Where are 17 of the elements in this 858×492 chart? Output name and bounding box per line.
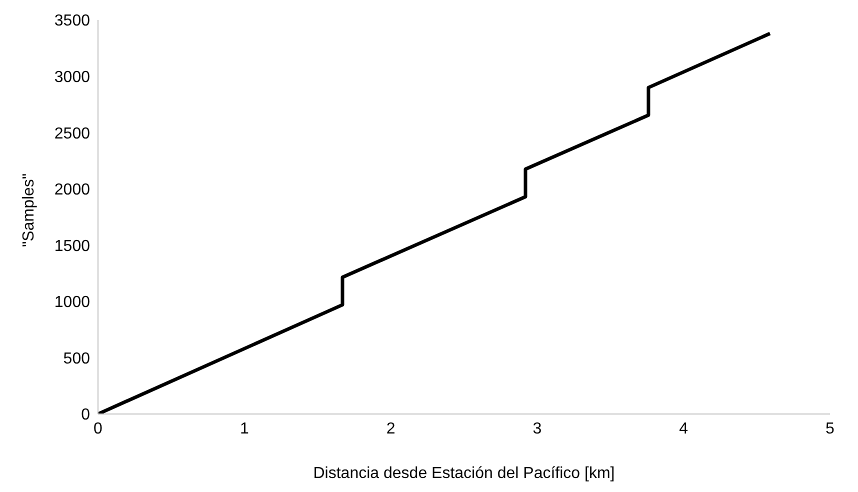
y-tick-label: 3000 (54, 68, 90, 86)
x-tick-label: 1 (240, 420, 249, 438)
x-axis-title: Distancia desde Estación del Pacífico [km] (313, 465, 615, 482)
y-tick-label: 1000 (54, 294, 90, 312)
y-tick-label: 1500 (54, 238, 90, 255)
y-axis-title: "Samples" (20, 173, 38, 247)
y-tick-label: 0 (81, 406, 90, 424)
x-tick-label: 3 (532, 420, 542, 438)
y-tick-label: 2000 (54, 182, 90, 199)
line-series (98, 32, 772, 414)
y-tick-label: 3500 (54, 12, 90, 30)
y-tick-label: 2500 (54, 125, 90, 142)
x-tick-label: 4 (679, 420, 688, 438)
x-tick-label: 5 (826, 420, 835, 438)
y-tick-label: 500 (63, 350, 90, 368)
x-tick-label: 2 (386, 420, 396, 438)
x-tick-label: 0 (94, 420, 103, 438)
